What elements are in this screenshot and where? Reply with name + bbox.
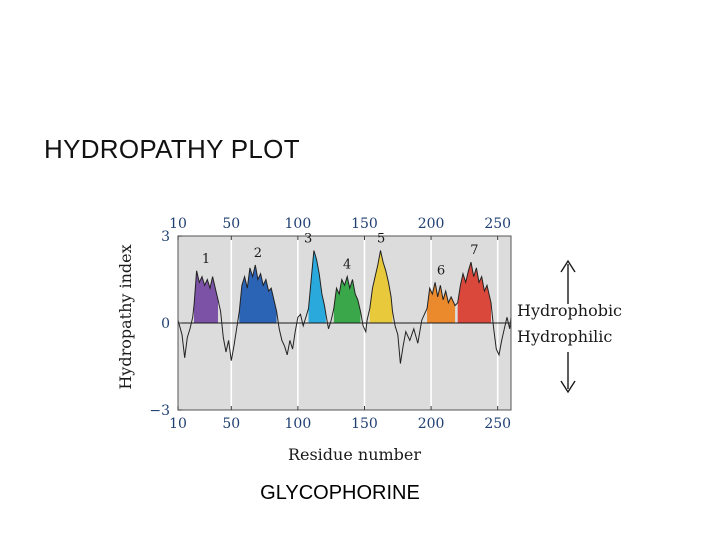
segment-number-label: 2: [254, 246, 262, 261]
hydrophilic-label: Hydrophilic: [517, 327, 612, 346]
segment-area: [193, 270, 218, 323]
segment-number-label: 4: [343, 258, 351, 273]
hydrophobic-label: Hydrophobic: [517, 301, 622, 320]
x-tick-label-top: 10: [169, 216, 187, 232]
hydropathy-line: [177, 250, 512, 364]
x-tick-label-bottom: 50: [222, 416, 240, 432]
up-arrowhead-icon: [560, 259, 576, 273]
x-tick-label-top: 50: [222, 216, 240, 232]
down-arrowhead-icon: [560, 380, 576, 394]
slide-title: HYDROPATHY PLOT: [44, 134, 300, 164]
y-axis-label: Hydropathy index: [116, 244, 135, 389]
x-tick-label-bottom: 10: [169, 416, 187, 432]
segment-area: [308, 250, 326, 323]
x-tick-label-bottom: 200: [418, 416, 445, 432]
x-tick-label-top: 250: [484, 216, 511, 232]
x-tick-label-bottom: 150: [351, 416, 378, 432]
x-tick-label-top: 150: [351, 216, 378, 232]
x-tick-label-bottom: 100: [285, 416, 312, 432]
x-axis-label: Residue number: [288, 445, 421, 464]
y-tick-label: 3: [161, 229, 170, 245]
segment-number-label: 1: [202, 252, 210, 267]
y-tick-label: −3: [149, 403, 170, 419]
x-tick-label-top: 100: [285, 216, 312, 232]
x-tick-label-top: 200: [418, 216, 445, 232]
segment-number-label: 3: [304, 232, 312, 247]
segment-number-label: 5: [377, 232, 385, 247]
x-tick-label-bottom: 250: [484, 416, 511, 432]
segment-number-label: 7: [470, 243, 478, 258]
y-tick-label: 0: [161, 316, 170, 332]
segment-area: [369, 250, 393, 323]
slide-caption: GLYCOPHORINE: [260, 482, 420, 504]
segment-area: [457, 262, 492, 323]
segment-number-label: 6: [437, 263, 445, 278]
segment-area: [427, 282, 456, 323]
